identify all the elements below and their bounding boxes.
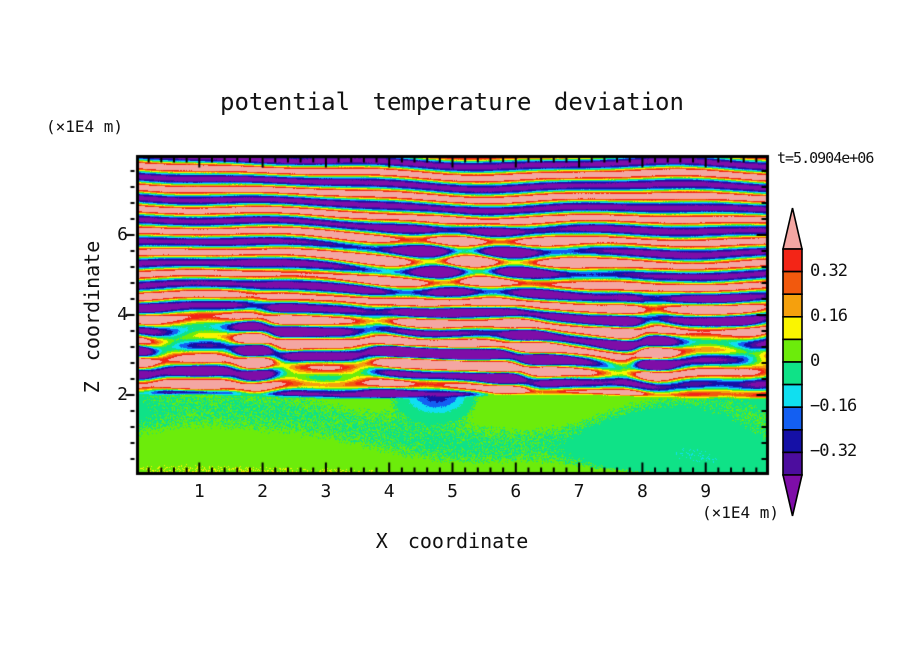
colorbar-label-0: 0 <box>810 351 820 371</box>
colorbar-box-navy <box>782 429 803 454</box>
colorbar-box-chartreuse <box>782 338 803 363</box>
colorbar-box-spring-green <box>782 361 803 386</box>
colorbar-label-0.32: 0.32 <box>810 260 848 281</box>
colorbar-box-blue <box>782 406 803 431</box>
z-tick-label-6: 6 <box>117 224 128 245</box>
z-tick-label-4: 4 <box>117 304 128 325</box>
x-tick-label-8: 8 <box>636 481 648 502</box>
colorbar-box-orange-red <box>782 270 803 295</box>
colorbar-label-−0.32: −0.32 <box>810 441 857 462</box>
x-tick-label-9: 9 <box>700 481 712 502</box>
x-tick-label-5: 5 <box>447 481 458 502</box>
colorbar-box-cyan <box>782 383 803 409</box>
x-axis-unit-label: (×1E4 m) <box>701 503 779 522</box>
colorbar-box-red <box>782 248 803 273</box>
x-tick-label-6: 6 <box>510 481 522 502</box>
colorbar-label-0.16: 0.16 <box>810 305 848 326</box>
plot-title: potential temperature deviation <box>220 88 684 116</box>
z-tick-label-2: 2 <box>117 384 128 405</box>
colorbar-label-−0.16: −0.16 <box>810 396 857 417</box>
x-tick-label-1: 1 <box>193 481 205 502</box>
x-tick-label-4: 4 <box>383 481 395 502</box>
x-tick-label-2: 2 <box>257 481 269 502</box>
contour-plot-canvas <box>120 148 775 480</box>
z-axis-unit-label: (×1E4 m) <box>46 117 124 136</box>
x-tick-label-7: 7 <box>573 481 585 502</box>
x-tick-label-3: 3 <box>320 481 332 502</box>
colorbar-over-arrow <box>781 207 804 250</box>
z-axis-title: Z coordinate <box>80 240 104 394</box>
x-axis-title: X coordinate <box>375 529 529 553</box>
colorbar-box-orange <box>782 293 803 318</box>
colorbar-box-yellow <box>782 316 803 341</box>
time-annotation: t=5.0904e+06 <box>777 149 874 167</box>
colorbar-box-indigo <box>782 451 803 476</box>
colorbar <box>781 207 804 517</box>
colorbar-under-arrow <box>781 474 804 517</box>
